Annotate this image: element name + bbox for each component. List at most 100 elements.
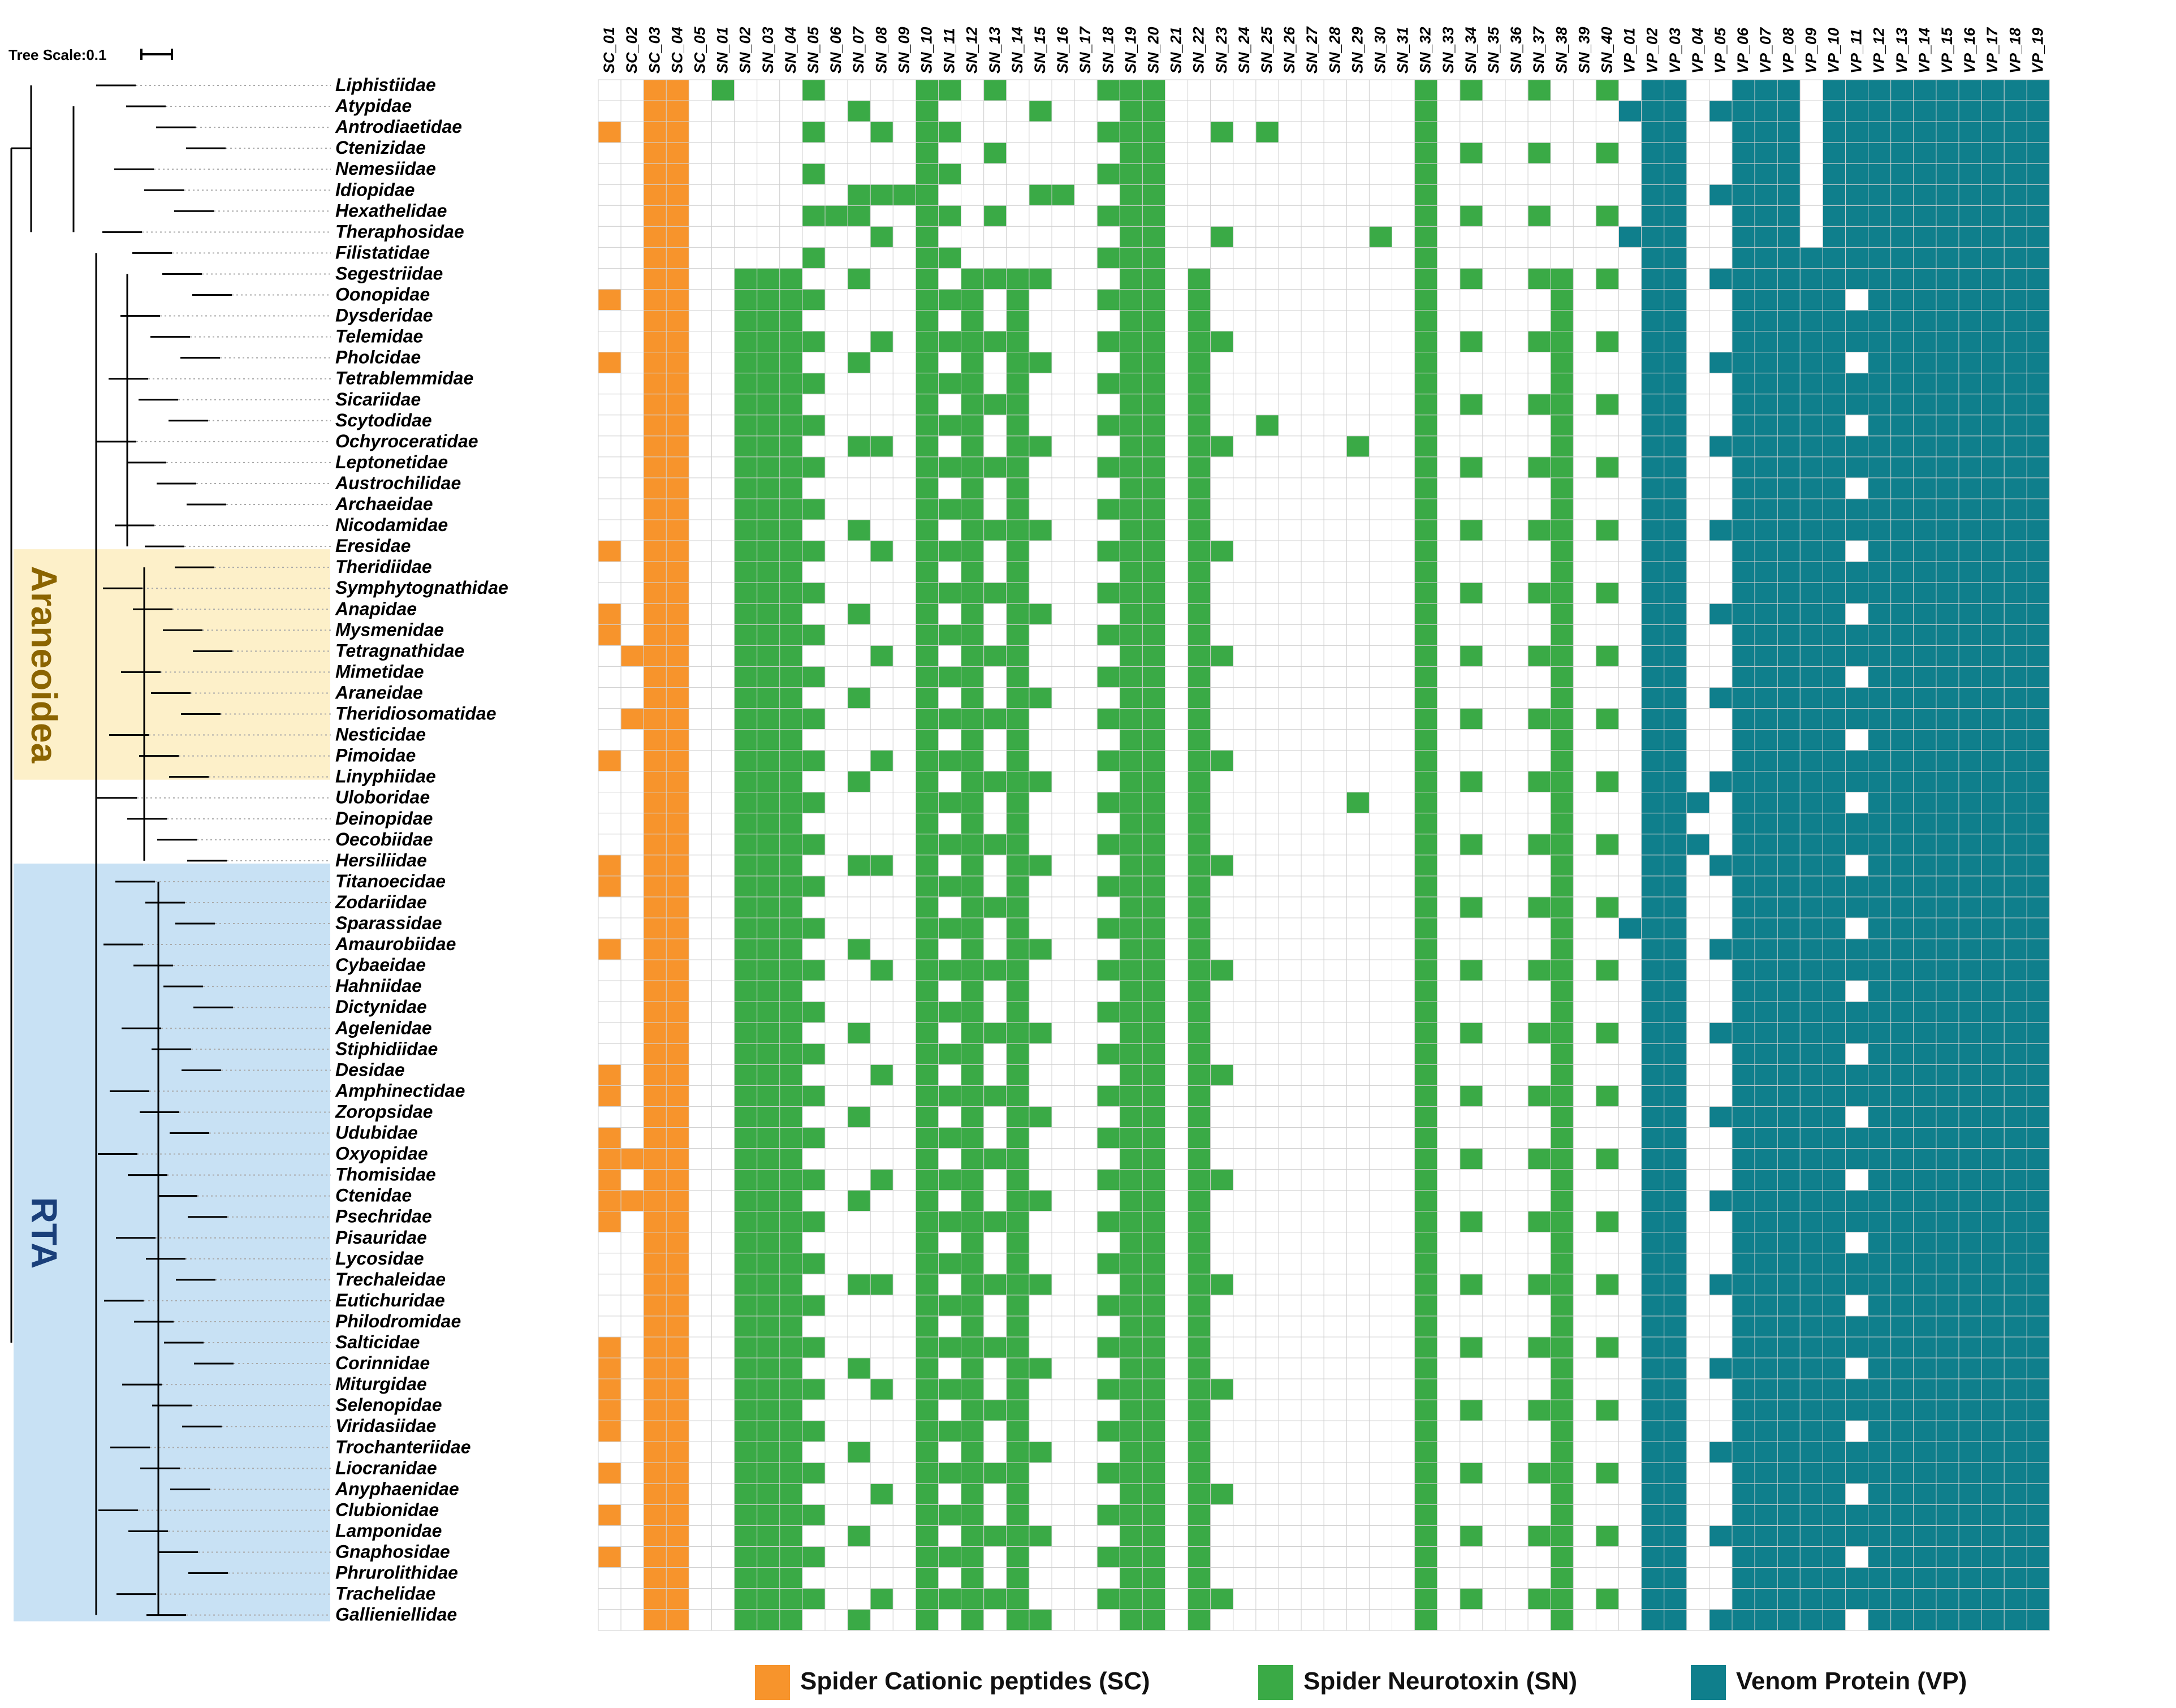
heatmap-cell bbox=[1550, 1253, 1574, 1275]
heatmap-cell bbox=[1210, 1085, 1234, 1107]
heatmap-cell bbox=[1165, 917, 1189, 939]
heatmap-cell bbox=[2026, 184, 2050, 206]
heatmap-cell bbox=[1096, 792, 1120, 814]
heatmap-cell bbox=[1822, 771, 1846, 793]
heatmap-cell bbox=[1913, 1588, 1937, 1610]
heatmap-cell bbox=[915, 519, 939, 541]
heatmap-cell bbox=[1233, 456, 1257, 478]
heatmap-cell bbox=[870, 226, 893, 248]
heatmap-cell bbox=[1595, 792, 1619, 814]
heatmap-cell bbox=[1051, 1001, 1075, 1023]
heatmap-cell bbox=[938, 582, 962, 604]
heatmap-cell bbox=[1686, 792, 1710, 814]
heatmap-cell bbox=[892, 875, 916, 898]
heatmap-cell bbox=[1573, 875, 1596, 898]
heatmap-cell bbox=[1822, 1441, 1846, 1463]
heatmap-cell bbox=[1822, 184, 1846, 206]
heatmap-cell bbox=[1709, 1232, 1733, 1254]
family-label: Filistatidae bbox=[335, 242, 430, 262]
heatmap-cell bbox=[1913, 1483, 1937, 1505]
heatmap-cell bbox=[734, 1336, 758, 1358]
heatmap-cell bbox=[1527, 184, 1551, 206]
heatmap-cell bbox=[1006, 142, 1030, 164]
heatmap-cell bbox=[1278, 142, 1302, 164]
heatmap-cell bbox=[1278, 1043, 1302, 1065]
heatmap-cell bbox=[1096, 624, 1120, 646]
heatmap-cell bbox=[598, 1420, 621, 1442]
heatmap-cell bbox=[1732, 121, 1755, 143]
heatmap-cell bbox=[1029, 1504, 1052, 1526]
heatmap-cell bbox=[1460, 435, 1483, 458]
heatmap-cell bbox=[1142, 226, 1166, 248]
column-label: VP_03 bbox=[1666, 28, 1683, 74]
heatmap-cell bbox=[2004, 100, 2027, 122]
heatmap-cell bbox=[1323, 268, 1347, 290]
heatmap-cell bbox=[1822, 310, 1846, 332]
heatmap-cell bbox=[1573, 519, 1596, 541]
heatmap-cell bbox=[1958, 750, 1982, 772]
heatmap-cell bbox=[1368, 1043, 1392, 1065]
heatmap-cell bbox=[1392, 247, 1415, 269]
heatmap-cell bbox=[2004, 519, 2027, 541]
heatmap-cell bbox=[1913, 980, 1937, 1002]
heatmap-cell bbox=[1573, 645, 1596, 667]
heatmap-cell bbox=[1913, 519, 1937, 541]
heatmap-cell bbox=[961, 456, 985, 478]
heatmap-cell bbox=[1255, 1546, 1279, 1568]
heatmap-cell bbox=[1936, 1336, 1959, 1358]
heatmap-cell bbox=[1188, 1399, 1211, 1421]
heatmap-cell bbox=[1210, 1336, 1234, 1358]
heatmap-cell bbox=[824, 980, 848, 1002]
heatmap-cell bbox=[1913, 456, 1937, 478]
heatmap-cell bbox=[734, 226, 758, 248]
heatmap-cell bbox=[1437, 1357, 1461, 1379]
heatmap-cell bbox=[1845, 1399, 1869, 1421]
heatmap-cell bbox=[1051, 1525, 1075, 1547]
heatmap-cell bbox=[1482, 394, 1506, 416]
heatmap-cell bbox=[1754, 896, 1778, 918]
heatmap-cell bbox=[1074, 1315, 1098, 1338]
heatmap-cell bbox=[1029, 1085, 1052, 1107]
heatmap-cell bbox=[1188, 834, 1211, 856]
heatmap-cell bbox=[1505, 519, 1529, 541]
heatmap-cell bbox=[620, 121, 644, 143]
heatmap-cell bbox=[1233, 1127, 1257, 1149]
heatmap-cell bbox=[2026, 1462, 2050, 1484]
heatmap-cell bbox=[1732, 1106, 1755, 1128]
heatmap-cell bbox=[1550, 1462, 1574, 1484]
heatmap-cell bbox=[1119, 1525, 1143, 1547]
heatmap-cell bbox=[1255, 1211, 1279, 1233]
heatmap-cell bbox=[688, 708, 713, 730]
heatmap-cell bbox=[2004, 708, 2027, 730]
heatmap-cell bbox=[1754, 289, 1778, 311]
heatmap-cell bbox=[1709, 917, 1733, 939]
heatmap-cell bbox=[1527, 1169, 1551, 1191]
heatmap-cell bbox=[1527, 1001, 1551, 1023]
heatmap-cell bbox=[847, 1001, 871, 1023]
heatmap-cell bbox=[1981, 980, 2005, 1002]
heatmap-cell bbox=[1754, 79, 1778, 101]
heatmap-cell bbox=[1641, 1483, 1665, 1505]
heatmap-cell bbox=[1368, 352, 1392, 374]
heatmap-cell bbox=[870, 1232, 893, 1254]
heatmap-cell bbox=[1210, 519, 1234, 541]
heatmap-cell bbox=[1414, 582, 1438, 604]
heatmap-cell bbox=[1460, 917, 1483, 939]
heatmap-cell bbox=[1188, 1274, 1211, 1296]
heatmap-cell bbox=[1799, 624, 1823, 646]
heatmap-cell bbox=[1550, 1085, 1574, 1107]
heatmap-cell bbox=[1323, 247, 1347, 269]
heatmap-cell bbox=[1346, 1253, 1370, 1275]
heatmap-cell bbox=[1936, 1525, 1959, 1547]
heatmap-cell bbox=[1777, 1001, 1801, 1023]
heatmap-cell bbox=[1936, 1064, 1959, 1086]
heatmap-cell bbox=[2004, 645, 2027, 667]
heatmap-cell bbox=[598, 498, 621, 520]
heatmap-cell bbox=[1505, 1211, 1529, 1233]
heatmap-cell bbox=[1482, 100, 1506, 122]
heatmap-cell bbox=[1913, 1148, 1937, 1170]
heatmap-cell bbox=[1482, 163, 1506, 185]
heatmap-cell bbox=[688, 1441, 713, 1463]
heatmap-cell bbox=[892, 519, 916, 541]
heatmap-cell bbox=[983, 1357, 1007, 1379]
